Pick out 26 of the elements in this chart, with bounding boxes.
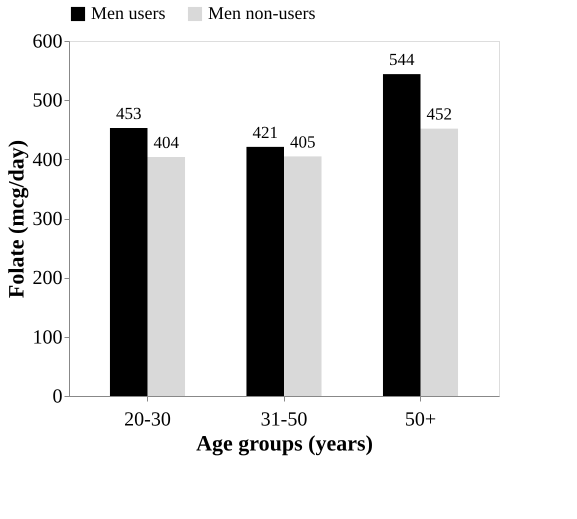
x-tick-label: 50+ bbox=[404, 408, 436, 430]
y-tick-label: 400 bbox=[32, 148, 62, 171]
bar bbox=[420, 128, 458, 396]
bar bbox=[382, 74, 421, 396]
legend-label: Men users bbox=[91, 3, 166, 23]
bar bbox=[110, 128, 148, 396]
bar bbox=[246, 146, 284, 396]
bar bbox=[147, 156, 186, 396]
y-tick-label: 100 bbox=[32, 326, 62, 348]
y-tick-label: 500 bbox=[32, 90, 62, 112]
data-label: 404 bbox=[154, 132, 180, 152]
x-tick-label: 31-50 bbox=[260, 408, 308, 430]
data-label: 421 bbox=[252, 122, 278, 142]
y-tick-label: 0 bbox=[52, 386, 62, 408]
legend-label: Men non-users bbox=[208, 3, 316, 23]
data-label: 544 bbox=[388, 50, 415, 70]
y-tick-label: 200 bbox=[32, 267, 62, 290]
data-label: 453 bbox=[116, 104, 142, 123]
y-tick-label: 300 bbox=[32, 208, 62, 230]
y-tick-label: 600 bbox=[32, 30, 62, 52]
y-axis-title: Folate (mcg/day) bbox=[4, 140, 28, 298]
data-label: 405 bbox=[290, 132, 316, 152]
bar bbox=[284, 156, 322, 396]
x-axis-title: Age groups (years) bbox=[196, 430, 373, 456]
data-label: 452 bbox=[426, 104, 452, 124]
x-tick-label: 20-30 bbox=[124, 408, 171, 430]
